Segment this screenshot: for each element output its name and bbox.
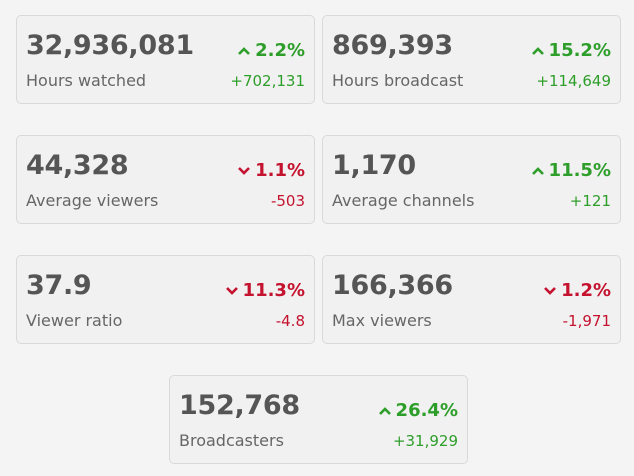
stat-card: 152,768 Broadcasters 26.4% +31,929	[169, 375, 468, 464]
chevron	[544, 286, 556, 295]
stat-card: 32,936,081 Hours watched 2.2% +702,131	[16, 15, 315, 104]
trend-arrow	[531, 46, 544, 55]
stat-value: 152,768	[179, 390, 300, 421]
stat-value: 869,393	[332, 30, 453, 61]
stat-change: 11.3%	[225, 280, 305, 301]
change-percent: 11.3%	[242, 280, 305, 301]
chevron	[531, 166, 544, 175]
stat-value: 1,170	[332, 150, 416, 181]
stat-label: Viewer ratio	[26, 311, 123, 330]
stat-delta: -1,971	[562, 312, 611, 330]
stat-delta: +114,649	[536, 72, 611, 90]
stat-delta: +31,929	[392, 432, 458, 450]
stat-change: 15.2%	[531, 40, 611, 61]
stat-card: 1,170 Average channels 11.5% +121	[322, 135, 621, 224]
stat-card: 869,393 Hours broadcast 15.2% +114,649	[322, 15, 621, 104]
stat-value: 44,328	[26, 150, 129, 181]
trend-arrow	[544, 286, 556, 295]
stat-change: 11.5%	[531, 160, 611, 181]
change-percent: 1.1%	[255, 160, 305, 181]
trend-arrow	[531, 166, 544, 175]
stat-change: 1.1%	[237, 160, 305, 181]
stat-change: 26.4%	[378, 400, 458, 421]
stat-label: Hours watched	[26, 71, 147, 90]
trend-arrow	[238, 166, 250, 175]
chevron	[378, 406, 391, 415]
stat-card: 166,366 Max viewers 1.2% -1,971	[322, 255, 621, 344]
change-percent: 26.4%	[395, 400, 458, 421]
trend-arrow	[238, 46, 250, 55]
change-percent: 1.2%	[561, 280, 611, 301]
change-percent: 11.5%	[548, 160, 611, 181]
chevron	[238, 166, 250, 175]
stat-delta: +121	[569, 192, 611, 210]
stat-change: 2.2%	[237, 40, 305, 61]
stat-change: 1.2%	[543, 280, 611, 301]
stat-delta: +702,131	[230, 72, 305, 90]
chevron	[531, 46, 544, 55]
stat-value: 37.9	[26, 270, 92, 301]
change-percent: 2.2%	[255, 40, 305, 61]
trend-arrow	[225, 286, 238, 295]
stat-value: 32,936,081	[26, 30, 194, 61]
stat-card: 44,328 Average viewers 1.1% -503	[16, 135, 315, 224]
chevron	[225, 286, 238, 295]
stat-label: Average viewers	[26, 191, 159, 210]
stat-label: Max viewers	[332, 311, 432, 330]
stat-label: Broadcasters	[179, 431, 284, 450]
stat-label: Average channels	[332, 191, 475, 210]
stat-value: 166,366	[332, 270, 453, 301]
chevron	[238, 46, 250, 55]
stat-card: 37.9 Viewer ratio 11.3% -4.8	[16, 255, 315, 344]
change-percent: 15.2%	[548, 40, 611, 61]
stat-delta: -503	[270, 192, 305, 210]
stat-label: Hours broadcast	[332, 71, 464, 90]
trend-arrow	[378, 406, 391, 415]
stat-delta: -4.8	[275, 312, 305, 330]
